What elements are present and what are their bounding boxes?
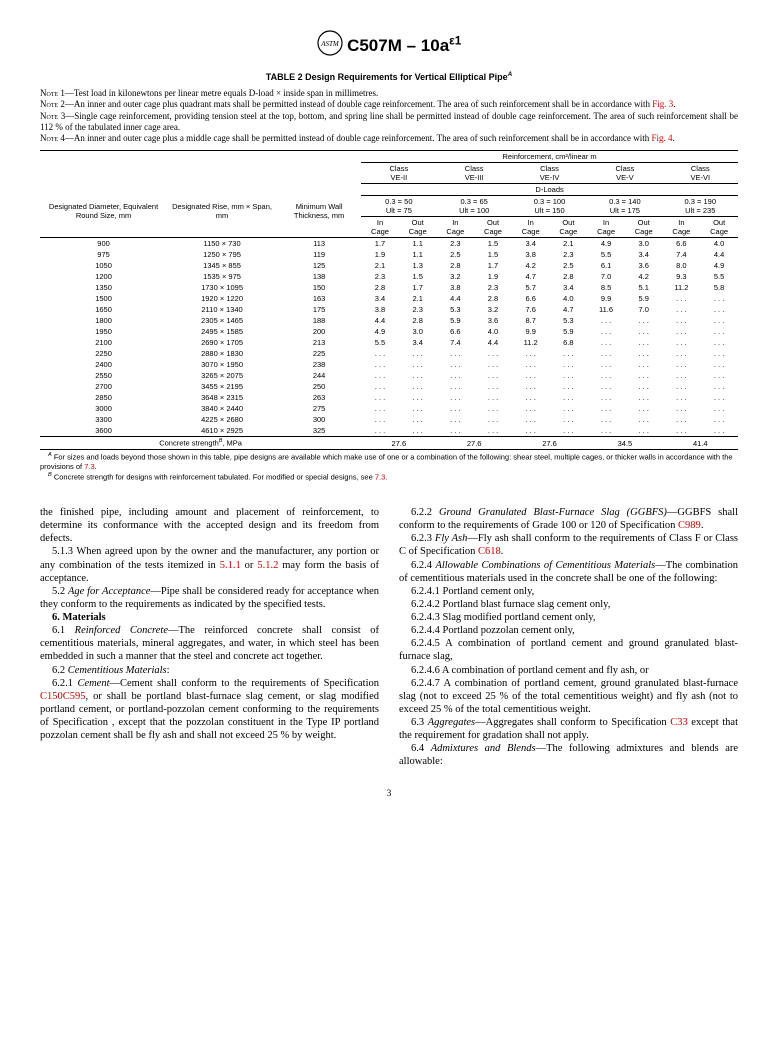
doc-designation: C507M – 10aε1 <box>347 36 461 55</box>
body-paragraph: 6.4 Admixtures and Blends—The following … <box>399 742 738 768</box>
table-row: 24003070 × 1950238. . .. . .. . .. . .. … <box>40 359 738 370</box>
astm-logo: ASTM <box>317 30 343 59</box>
table-row: 19502495 × 15852004.93.06.64.09.95.9. . … <box>40 326 738 337</box>
body-paragraph: 6.2.4.5 A combination of portland cement… <box>399 637 738 663</box>
body-paragraph: 6.2.4.2 Portland blast furnace slag ceme… <box>399 598 738 611</box>
footnote: B Concrete strength for designs with rei… <box>40 472 738 482</box>
table-row: 9751250 × 7951191.91.12.51.53.82.35.53.4… <box>40 249 738 260</box>
body-paragraph: 6.2.4.1 Portland cement only, <box>399 585 738 598</box>
body-paragraph: 6.1 Reinforced Concrete—The reinforced c… <box>40 624 379 663</box>
table-note: Note 2—An inner and outer cage plus quad… <box>40 99 738 110</box>
right-column: 6.2.2 Ground Granulated Blast-Furnace Sl… <box>399 506 738 769</box>
body-paragraph: 6.2.3 Fly Ash—Fly ash shall conform to t… <box>399 532 738 558</box>
body-paragraph: 6.2.1 Cement—Cement shall conform to the… <box>40 677 379 743</box>
body-paragraph: 6.2 Cementitious Materials: <box>40 664 379 677</box>
table-title: TABLE 2 Design Requirements for Vertical… <box>40 71 738 82</box>
left-column: the finished pipe, including amount and … <box>40 506 379 769</box>
table-notes: Note 1—Test load in kilonewtons per line… <box>40 88 738 144</box>
body-paragraph: 6.2.2 Ground Granulated Blast-Furnace Sl… <box>399 506 738 532</box>
table-row: 9001150 × 7301131.71.12.31.53.42.14.93.0… <box>40 238 738 250</box>
body-paragraph: 5.1.3 When agreed upon by the owner and … <box>40 545 379 584</box>
table-row: 27003455 × 2195250. . .. . .. . .. . .. … <box>40 381 738 392</box>
table-row: 36004610 × 2925325. . .. . .. . .. . .. … <box>40 425 738 437</box>
table-row: 16502110 × 13401753.82.35.33.27.64.711.6… <box>40 304 738 315</box>
table-note: Note 4—An inner and outer cage plus a mi… <box>40 133 738 144</box>
section-heading: 6. Materials <box>40 611 379 624</box>
svg-text:ASTM: ASTM <box>320 40 340 48</box>
table-row: 15001920 × 12201633.42.14.42.86.64.09.95… <box>40 293 738 304</box>
designation-sup: ε1 <box>449 33 461 47</box>
table-row: 12001535 × 9751382.31.53.21.94.72.87.04.… <box>40 271 738 282</box>
table-row: 22502880 × 1830225. . .. . .. . .. . .. … <box>40 348 738 359</box>
body-paragraph: 6.2.4.4 Portland pozzolan cement only, <box>399 624 738 637</box>
table-row: 13501730 × 10951502.81.73.82.35.73.48.55… <box>40 282 738 293</box>
body-columns: the finished pipe, including amount and … <box>40 506 738 769</box>
doc-header: ASTM C507M – 10aε1 <box>40 30 738 59</box>
page-number: 3 <box>40 789 738 799</box>
body-paragraph: 6.3 Aggregates—Aggregates shall conform … <box>399 716 738 742</box>
body-paragraph: 6.2.4 Allowable Combinations of Cementit… <box>399 559 738 585</box>
data-table: Reinforcement, cm²/linear mClassVE-IICla… <box>40 150 738 450</box>
body-paragraph: 5.2 Age for Acceptance—Pipe shall be con… <box>40 585 379 611</box>
table-footnotes: A For sizes and loads beyond those shown… <box>40 452 738 482</box>
footnote: A For sizes and loads beyond those shown… <box>40 452 738 472</box>
table-row: 21002690 × 17052135.53.47.44.411.26.8. .… <box>40 337 738 348</box>
table-row: 30003840 × 2440275. . .. . .. . .. . .. … <box>40 403 738 414</box>
table-row: 25503265 × 2075244. . .. . .. . .. . .. … <box>40 370 738 381</box>
table-row: 28503648 × 2315263. . .. . .. . .. . .. … <box>40 392 738 403</box>
body-paragraph: 6.2.4.6 A combination of portland cement… <box>399 664 738 677</box>
body-paragraph: the finished pipe, including amount and … <box>40 506 379 545</box>
table-row: 18002305 × 14651884.42.85.93.68.75.3. . … <box>40 315 738 326</box>
body-paragraph: 6.2.4.7 A combination of portland cement… <box>399 677 738 716</box>
table-row: 33004225 × 2680300. . .. . .. . .. . .. … <box>40 414 738 425</box>
body-paragraph: 6.2.4.3 Slag modified portland cement on… <box>399 611 738 624</box>
table-note: Note 1—Test load in kilonewtons per line… <box>40 88 738 99</box>
designation-text: C507M – 10a <box>347 36 449 55</box>
table-note: Note 3—Single cage reinforcement, provid… <box>40 111 738 134</box>
table-row: 10501345 × 8551252.11.32.81.74.22.56.13.… <box>40 260 738 271</box>
